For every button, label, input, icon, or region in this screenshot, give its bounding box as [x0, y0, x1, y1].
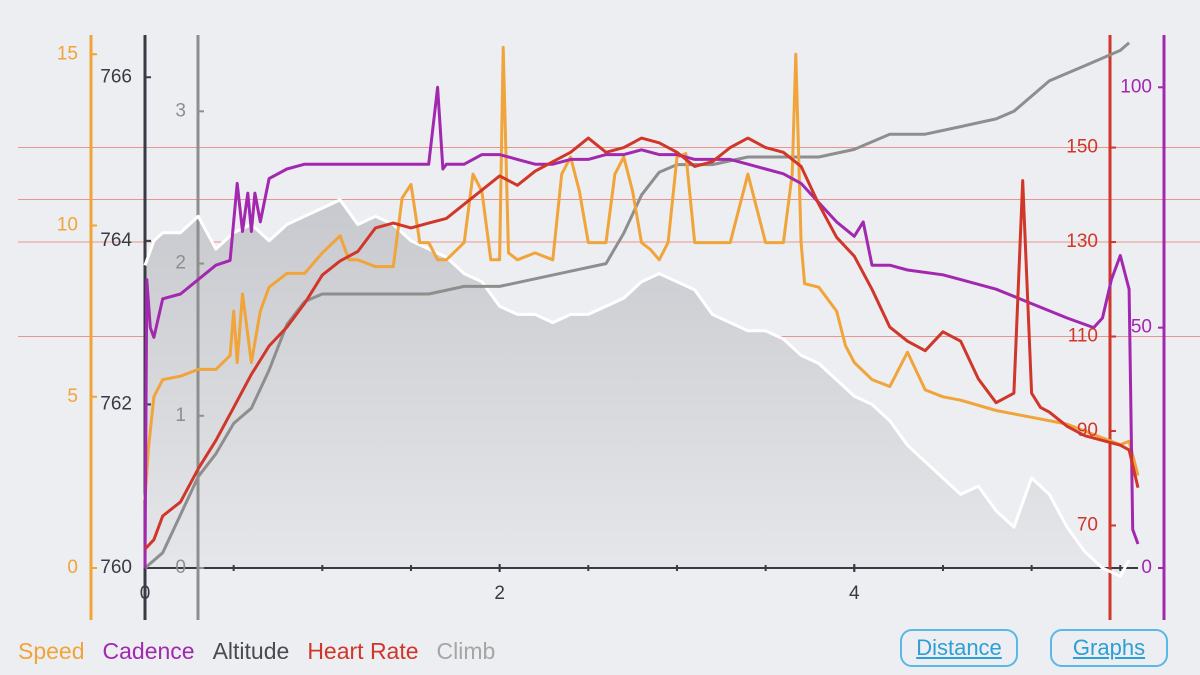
series-line-cadence	[143, 85, 1140, 569]
climb-tick-label: 3	[175, 100, 186, 121]
climb-tick-label: 1	[175, 405, 186, 426]
heart_rate-tick-label: 110	[1068, 326, 1098, 347]
climb-tick-label: 0	[175, 557, 186, 578]
legend-climb: Climb	[436, 638, 496, 664]
series-line-altitude	[143, 198, 1131, 578]
legend-altitude: Altitude	[212, 638, 290, 664]
heart_rate-tick-label: 130	[1066, 231, 1098, 252]
series-lines	[143, 41, 1140, 578]
speed-tick-label: 10	[57, 215, 78, 236]
legend-speed: Speed	[18, 638, 85, 664]
altitude-tick-label: 762	[100, 393, 132, 414]
climb-tick-label: 2	[175, 253, 186, 274]
legend-heart-rate: Heart Rate	[307, 638, 419, 664]
x-tick-label: 0	[140, 583, 151, 604]
graphs-button[interactable]: Graphs	[1050, 629, 1168, 667]
altitude-area	[145, 199, 1130, 577]
cadence-tick-label: 0	[1141, 557, 1152, 578]
series-line-speed	[143, 45, 1140, 500]
legend-cadence: Cadence	[102, 638, 195, 664]
altitude-tick-label: 766	[100, 66, 132, 87]
cadence-tick-label: 100	[1120, 76, 1152, 97]
series-line-heart-rate	[143, 136, 1140, 551]
speed-tick-label: 15	[57, 43, 78, 64]
altitude-tick-label: 760	[100, 557, 132, 578]
altitude-fill	[145, 199, 1130, 577]
legend: Speed Cadence Altitude Heart Rate Climb	[18, 638, 513, 665]
cadence-tick-label: 50	[1131, 317, 1152, 338]
speed-tick-label: 5	[67, 386, 78, 407]
altitude-tick-label: 764	[100, 230, 132, 251]
axes	[89, 35, 1166, 620]
tick-labels: 0 5 10 15 760 762 764 766 0 1 2 3 70 90 110 130 150 0 50 10…	[57, 43, 1152, 604]
heart_rate-tick-label: 150	[1066, 137, 1098, 158]
series-line-climb	[144, 41, 1131, 570]
distance-button[interactable]: Distance	[900, 629, 1018, 667]
x-tick-label: 2	[494, 583, 505, 604]
heart_rate-tick-label: 90	[1077, 420, 1098, 441]
x-tick-label: 4	[849, 583, 860, 604]
heart_rate-tick-label: 70	[1077, 514, 1098, 535]
speed-tick-label: 0	[67, 557, 78, 578]
